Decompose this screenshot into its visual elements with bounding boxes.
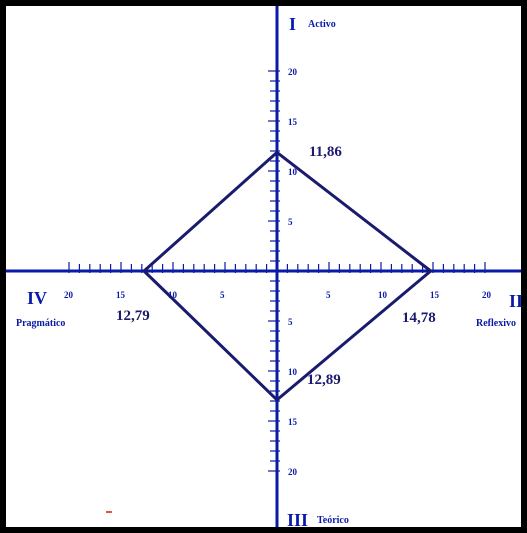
tick-label-left: 15 — [116, 290, 126, 300]
tick-label-up: 15 — [288, 117, 298, 127]
value-label-reflexivo: 14,78 — [402, 310, 436, 326]
quadrant-iii-name: Teórico — [317, 515, 349, 526]
axis-tick-labels: 5 5 5 5 10 10 10 10 15 15 15 15 20 20 20 20 — [64, 67, 492, 477]
value-label-activo: 11,86 — [309, 144, 342, 160]
quadrant-iii-numeral: III — [287, 510, 308, 530]
value-label-teorico: 12,89 — [307, 372, 341, 388]
tick-label-left: 10 — [168, 290, 178, 300]
tick-label-down: 15 — [288, 417, 298, 427]
value-label-pragmatico: 12,79 — [116, 308, 150, 324]
axis-ticks — [68, 70, 486, 472]
tick-label-down: 20 — [288, 467, 298, 477]
quadrant-ii-name: Reflexivo — [476, 318, 516, 329]
profile-polygon — [142, 150, 433, 402]
tick-label-right: 5 — [326, 290, 331, 300]
tick-label-up: 20 — [288, 67, 298, 77]
quadrant-iv-name: Pragmático — [16, 318, 65, 329]
tick-label-down: 10 — [288, 367, 298, 377]
tick-label-right: 20 — [482, 290, 492, 300]
quadrant-ii-numeral: II — [509, 291, 523, 311]
tick-label-up: 10 — [288, 167, 298, 177]
quadrant-i-numeral: I — [289, 14, 296, 34]
tick-label-left: 20 — [64, 290, 74, 300]
quadrant-i-name: Activo — [308, 19, 336, 30]
tick-label-up: 5 — [288, 217, 293, 227]
quadrant-iv-numeral: IV — [27, 288, 47, 308]
tick-label-down: 5 — [288, 317, 293, 327]
tick-label-right: 10 — [378, 290, 388, 300]
tick-label-right: 15 — [430, 290, 440, 300]
tick-label-left: 5 — [220, 290, 225, 300]
